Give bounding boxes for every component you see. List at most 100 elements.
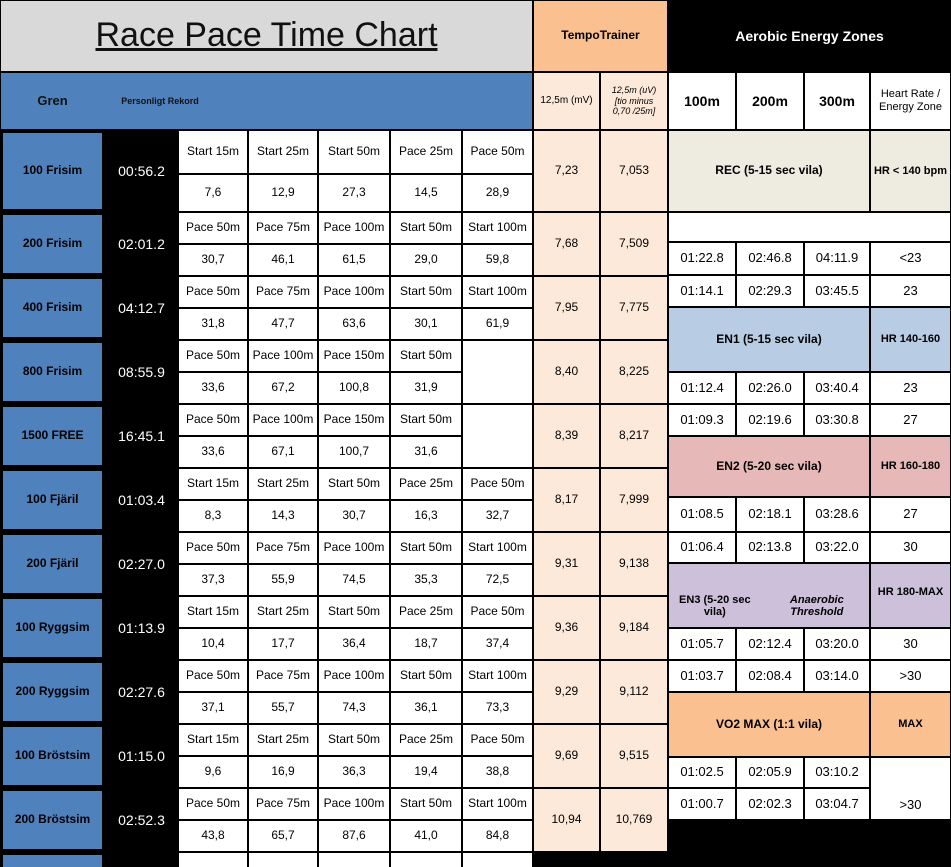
zone-label-text: EN2 (5-20 sec vila) xyxy=(716,458,822,473)
split-label: Pace 100m xyxy=(318,532,390,564)
event-name: 200 Ryggsim xyxy=(0,660,105,724)
tempo-mv: 9,31 xyxy=(533,532,600,596)
split-label: Pace 50m xyxy=(178,276,248,308)
event-name: 100 Frisim xyxy=(0,130,105,212)
split-value: 72,5 xyxy=(462,564,533,596)
split-label: Start 15m xyxy=(178,468,248,500)
zone-column-header: 300m xyxy=(804,72,870,130)
zone-time: 02:18.1 xyxy=(736,497,804,532)
empty-cell xyxy=(390,852,462,867)
split-value: 32,7 xyxy=(462,500,533,532)
gren-label: Gren xyxy=(37,92,68,108)
split-label: Start 50m xyxy=(390,660,462,692)
split-label: Start 25m xyxy=(248,724,318,756)
event-record: 00:56.2 xyxy=(105,130,178,212)
event-record: 16:45.1 xyxy=(105,404,178,468)
split-label: Start 15m xyxy=(178,596,248,628)
zone-time: 01:14.1 xyxy=(668,275,736,307)
split-value: 29,0 xyxy=(390,244,462,276)
split-value: 74,3 xyxy=(318,692,390,724)
split-value: 87,6 xyxy=(318,820,390,852)
zones-title: Aerobic Energy Zones xyxy=(668,0,951,72)
split-label: Start 50m xyxy=(318,468,390,500)
split-value: 31,9 xyxy=(390,372,462,404)
split-label: Start 50m xyxy=(390,212,462,244)
split-label: Start 100m xyxy=(462,276,533,308)
zone-time: 03:04.7 xyxy=(804,788,870,820)
header-bar xyxy=(0,72,533,130)
event-record: 02:52.3 xyxy=(105,788,178,852)
split-label: Start 100m xyxy=(462,788,533,820)
split-value: 73,3 xyxy=(462,692,533,724)
empty-cell xyxy=(248,852,318,867)
split-label: Pace 75m xyxy=(248,788,318,820)
tempo-mv: 9,36 xyxy=(533,596,600,660)
zone-time: 04:11.9 xyxy=(804,242,870,275)
split-value: 10,4 xyxy=(178,628,248,660)
split-value: 31,8 xyxy=(178,308,248,340)
tempo-uv: 7,775 xyxy=(600,276,668,340)
split-value: 30,7 xyxy=(318,500,390,532)
zone-time: 30 xyxy=(870,628,951,660)
tempo-title: TempoTrainer xyxy=(533,0,668,72)
split-label: Start 50m xyxy=(318,596,390,628)
zone-label: EN3 (5-20 sec vila) Anaerobic Threshold xyxy=(668,563,870,628)
zone-time: 02:08.4 xyxy=(736,660,804,692)
split-value: 36,1 xyxy=(390,692,462,724)
split-label: Pace 50m xyxy=(178,532,248,564)
zone-time: 02:46.8 xyxy=(736,242,804,275)
split-value: 41,0 xyxy=(390,820,462,852)
split-value: 14,5 xyxy=(390,174,462,212)
zone-time: 03:28.6 xyxy=(804,497,870,532)
split-value: 61,9 xyxy=(462,308,533,340)
split-label: Pace 100m xyxy=(318,788,390,820)
split-label: Start 50m xyxy=(390,532,462,564)
split-value: 47,7 xyxy=(248,308,318,340)
split-label: Start 50m xyxy=(390,404,462,436)
zone-time: 23 xyxy=(870,372,951,404)
tempo-uv: 7,509 xyxy=(600,212,668,276)
split-value: 30,1 xyxy=(390,308,462,340)
split-value: 37,3 xyxy=(178,564,248,596)
split-value: 27,3 xyxy=(318,174,390,212)
zone-time: <23 xyxy=(870,242,951,275)
split-label: Pace 50m xyxy=(462,468,533,500)
zone-time: 01:09.3 xyxy=(668,404,736,436)
zone-hr: HR 160-180 xyxy=(870,436,951,497)
split-value: 19,4 xyxy=(390,756,462,788)
split-value: 33,6 xyxy=(178,372,248,404)
tempo-uv: 8,217 xyxy=(600,404,668,468)
tempo-mv: 7,23 xyxy=(533,130,600,212)
split-label: Pace 100m xyxy=(318,212,390,244)
split-value: 33,6 xyxy=(178,436,248,468)
tempo-uv: 9,138 xyxy=(600,532,668,596)
event-name: 200 Bröstsim xyxy=(0,788,105,852)
zone-time: 02:02.3 xyxy=(736,788,804,820)
split-label: Pace 25m xyxy=(390,724,462,756)
split-value: 14,3 xyxy=(248,500,318,532)
tempo-mv: 9,69 xyxy=(533,724,600,788)
split-label: Pace 150m xyxy=(318,340,390,372)
zone-time: 01:08.5 xyxy=(668,497,736,532)
split-label: Pace 50m xyxy=(178,788,248,820)
zone-time: 01:00.7 xyxy=(668,788,736,820)
split-label: Pace 50m xyxy=(178,660,248,692)
zone-time: 03:14.0 xyxy=(804,660,870,692)
split-label: Start 25m xyxy=(248,130,318,174)
zone-column-header: 200m xyxy=(736,72,804,130)
split-value: 35,3 xyxy=(390,564,462,596)
split-value: 100,8 xyxy=(318,372,390,404)
split-value: 8,3 xyxy=(178,500,248,532)
split-label: Pace 75m xyxy=(248,276,318,308)
zone-hr: MAX xyxy=(870,692,951,757)
zone-time: 02:05.9 xyxy=(736,757,804,788)
zone-time: 27 xyxy=(870,497,951,532)
zone-time: 01:06.4 xyxy=(668,532,736,563)
tempo-mv: 8,39 xyxy=(533,404,600,468)
event-name: 100 Ryggsim xyxy=(0,596,105,660)
split-value: 43,8 xyxy=(178,820,248,852)
split-label: Pace 50m xyxy=(462,724,533,756)
tempo-uv-header: 12,5m (uV) [tio minus 0,70 /25m] xyxy=(600,72,668,130)
empty-row xyxy=(668,212,951,242)
split-label: Pace 100m xyxy=(248,340,318,372)
